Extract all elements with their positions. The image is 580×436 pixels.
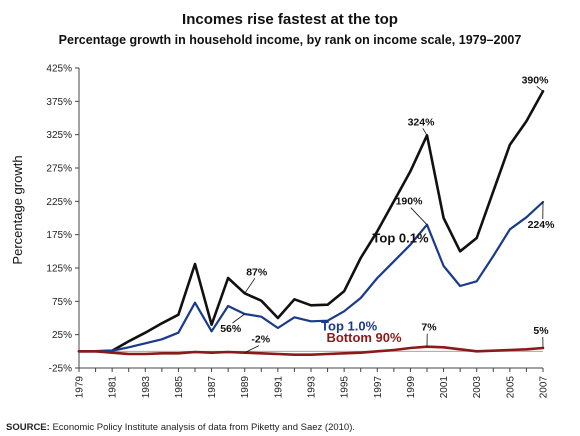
- y-tick-label: 425%: [46, 64, 72, 75]
- x-tick-label: 1995: [340, 376, 351, 399]
- annotation-label: 190%: [396, 196, 424, 208]
- y-tick-label: -25%: [49, 364, 72, 375]
- y-tick-label: 225%: [46, 197, 72, 208]
- annotation-label: 324%: [408, 116, 436, 128]
- annotation-label: -2%: [251, 334, 270, 346]
- x-tick-label: 1989: [240, 376, 251, 399]
- series-line-1: [77, 200, 545, 353]
- y-tick-label: 275%: [46, 164, 72, 175]
- annotation-label: 224%: [528, 219, 556, 231]
- x-tick-label: 1999: [406, 376, 417, 399]
- x-tick-label: 1991: [273, 376, 284, 399]
- chart-title: Incomes rise fastest at the top: [182, 11, 398, 28]
- x-tick-label: 1981: [108, 376, 119, 399]
- annotation-label: 5%: [533, 325, 549, 337]
- annotation-pointer: [244, 278, 256, 294]
- y-tick-label: 375%: [46, 97, 72, 108]
- x-tick-label: 2003: [472, 376, 483, 399]
- annotation-label: 56%: [220, 323, 242, 335]
- y-tick-label: 175%: [46, 230, 72, 241]
- x-tick-label: 1983: [141, 376, 152, 399]
- series-line-0: [77, 90, 545, 353]
- series-label-0: Top 0.1%: [372, 231, 429, 246]
- series-label-1: Top 1.0%: [321, 319, 378, 334]
- x-tick-label: 1979: [75, 376, 86, 399]
- annotation-pointer: [422, 128, 428, 136]
- y-tick-label: 325%: [46, 130, 72, 141]
- y-tick-label: 75%: [52, 297, 72, 308]
- annotation-label: 7%: [421, 322, 437, 334]
- annotation-label: 87%: [246, 266, 268, 278]
- series-labels: Top 0.1% Top 1.0%Bottom 90%: [321, 231, 429, 345]
- annotation-pointer: [232, 313, 245, 324]
- series-lines: [77, 90, 545, 356]
- source-note: SOURCE: Economic Policy Institute analys…: [6, 422, 355, 433]
- chart-subtitle: Percentage growth in household income, b…: [59, 33, 522, 47]
- y-axis-label: Percentage growth: [10, 155, 25, 264]
- x-tick-label: 1997: [373, 376, 384, 399]
- series-line-2: [77, 345, 545, 356]
- x-tick-label: 2001: [439, 376, 450, 399]
- annotation-pointer: [536, 86, 544, 92]
- annotation-pointer: [410, 207, 428, 225]
- series-label-2: Bottom 90%: [326, 330, 402, 345]
- data-annotations: 390% 324% 190% 224% 87% 56% -2% 7% 5%: [220, 74, 556, 354]
- x-tick-label: 2005: [505, 376, 516, 399]
- source-label: SOURCE:: [6, 422, 50, 433]
- annotation-pointer: [244, 345, 260, 354]
- source-text: Economic Policy Institute analysis of da…: [50, 422, 355, 433]
- x-tick-label: 1993: [307, 376, 318, 399]
- x-tick-label: 1985: [174, 376, 185, 399]
- x-tick-label: 2007: [539, 376, 550, 399]
- x-tick-label: 1987: [207, 376, 218, 399]
- axes: -25% 25% 75% 125% 175% 225% 275% 325% 375% 425% 19…: [46, 64, 549, 399]
- y-tick-label: 125%: [46, 264, 72, 275]
- y-tick-label: 25%: [52, 330, 72, 341]
- annotation-label: 390%: [522, 74, 550, 86]
